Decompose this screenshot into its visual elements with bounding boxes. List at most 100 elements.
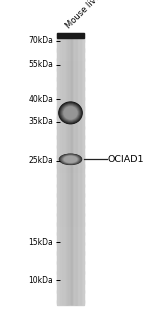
Bar [69,33,70,305]
Bar [57,211,84,213]
Bar [57,55,84,56]
Bar [57,42,84,43]
Bar [57,279,84,280]
Bar [57,259,84,261]
Bar [57,71,84,73]
Bar [57,252,84,253]
Bar [57,145,84,146]
Bar [57,167,84,169]
Bar [57,78,84,80]
Bar [57,201,84,202]
Bar [57,101,84,102]
Bar [57,193,84,194]
Bar [57,156,84,157]
Bar [57,256,84,257]
Bar [57,259,84,260]
Bar [57,244,84,245]
Ellipse shape [59,102,82,124]
Bar [57,194,84,196]
Bar [57,44,84,45]
Bar [57,136,84,138]
Bar [57,76,84,77]
Bar [57,278,84,279]
Bar [57,97,84,98]
Bar [57,275,84,276]
Bar [57,253,84,254]
Bar [57,89,84,91]
Bar [57,49,84,51]
Bar [57,37,84,38]
Bar [57,60,84,61]
Bar [57,122,84,123]
Bar [81,33,82,305]
Bar [57,43,84,44]
Bar [57,138,84,139]
Text: OCIAD1: OCIAD1 [108,155,144,164]
Bar [57,290,84,292]
Bar [57,161,84,162]
Bar [75,33,76,305]
Bar [57,284,84,285]
Bar [57,225,84,226]
Bar [57,77,84,78]
Bar [57,99,84,100]
Bar [57,65,84,66]
Bar [63,33,64,305]
Bar [57,191,84,192]
Bar [57,165,84,167]
Bar [57,166,84,168]
Bar [57,134,84,135]
Bar [57,301,84,302]
Bar [57,116,84,118]
Bar [57,223,84,224]
Bar [57,135,84,136]
Bar [57,159,84,160]
Bar [57,152,84,153]
Bar [57,127,84,128]
Bar [57,230,84,231]
Bar [57,293,84,294]
Bar [57,53,84,54]
Bar [57,295,84,296]
Bar [83,33,84,305]
Bar [57,64,84,65]
Bar [57,114,84,116]
Bar [57,299,84,300]
Bar [57,132,84,133]
Bar [57,238,84,239]
Bar [57,123,84,124]
Bar [57,78,84,79]
Bar [57,233,84,235]
Bar [57,81,84,82]
Bar [57,51,84,52]
Bar [57,154,84,155]
Bar [57,148,84,149]
Bar [57,195,84,197]
Bar [66,33,67,305]
Bar [57,226,84,227]
Bar [57,235,84,236]
Bar [57,262,84,264]
Bar [57,179,84,180]
Bar [57,80,84,81]
Bar [57,73,84,74]
Bar [57,280,84,281]
Ellipse shape [63,106,78,120]
Bar [57,258,84,259]
Bar [79,33,80,305]
Bar [57,150,84,151]
Ellipse shape [60,103,81,123]
Bar [57,139,84,140]
Bar [57,240,84,241]
Bar [57,177,84,178]
Bar [57,146,84,148]
Bar [68,33,69,305]
Bar [57,38,84,40]
Bar [57,269,84,270]
Bar [57,217,84,218]
Bar [57,242,84,244]
Bar [57,48,84,49]
Bar [57,231,84,232]
Bar [57,92,84,93]
Bar [57,140,84,141]
